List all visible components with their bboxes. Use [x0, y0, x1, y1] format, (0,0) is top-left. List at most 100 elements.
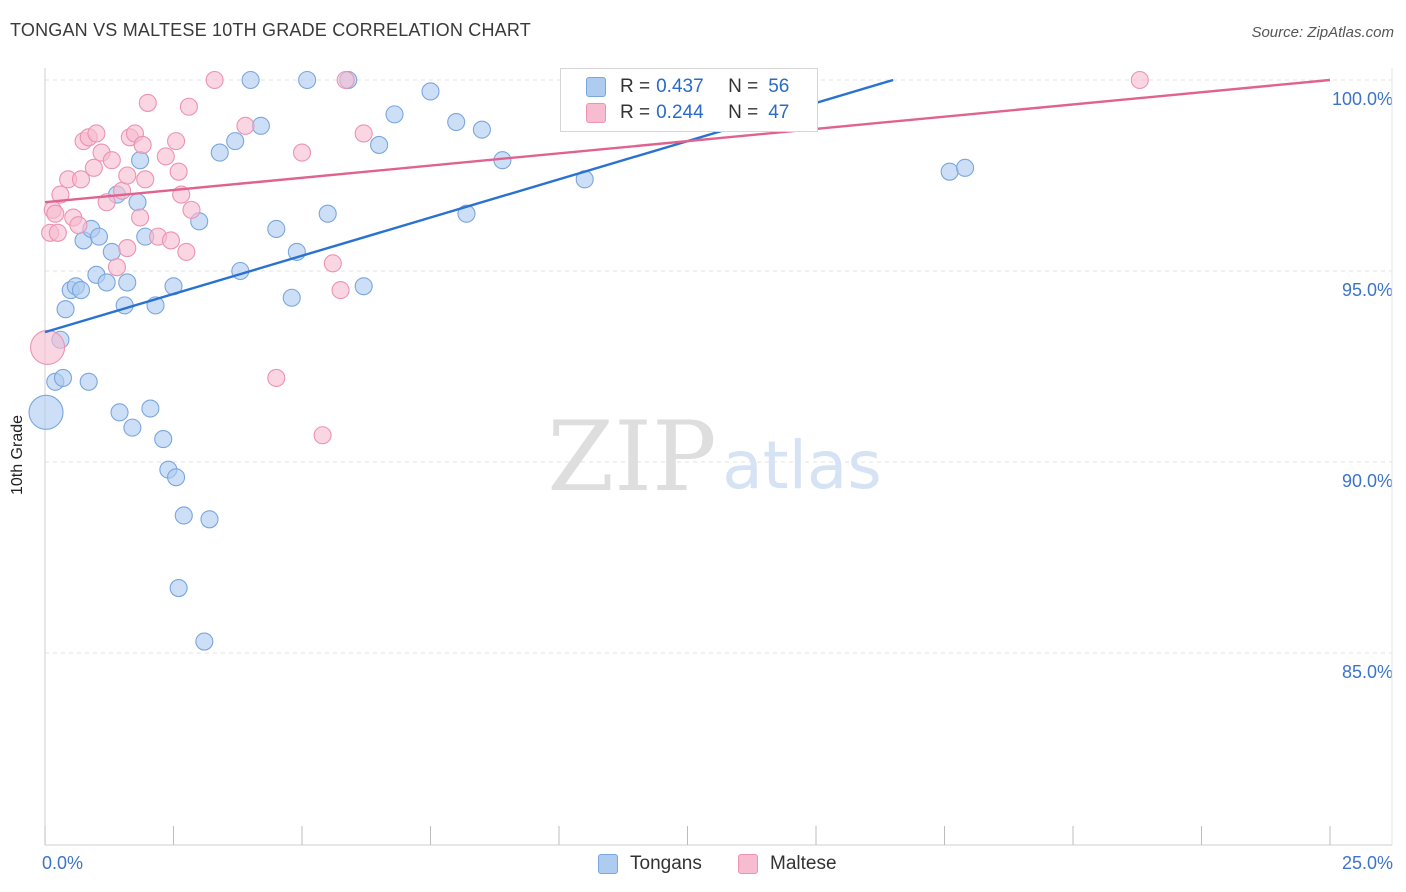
maltese-point-14	[97, 193, 116, 212]
tongans-point-3	[56, 300, 75, 319]
tongans-point-22	[210, 143, 229, 162]
tongans-n-label: N =	[728, 76, 759, 97]
tongans-point-30	[298, 70, 317, 90]
maltese-point-30	[169, 162, 188, 181]
watermark-atlas: atlas	[722, 427, 882, 504]
tongans-point-27	[267, 219, 286, 239]
source-credit: Source: ZipAtlas.com	[1251, 24, 1394, 41]
maltese-point-15	[102, 151, 121, 170]
maltese-point-40	[323, 254, 342, 273]
maltese-point-28	[161, 231, 180, 250]
stats-legend: R = 0.437 N = 56 R = 0.244 N = 47	[560, 68, 818, 132]
tongans-point-37	[110, 403, 129, 422]
x-tick-label-min: 0.0%	[42, 853, 83, 873]
maltese-point-22	[131, 208, 150, 227]
tongans-legend-swatch	[598, 854, 618, 874]
y-tick-label-100: 100.0%	[1332, 89, 1393, 109]
maltese-point-12	[87, 124, 106, 143]
maltese-point-23	[133, 135, 152, 154]
maltese-r-label: R =	[620, 102, 651, 123]
maltese-point-25	[138, 93, 157, 112]
tongans-point-38	[123, 418, 142, 437]
maltese-point-42	[336, 70, 355, 90]
tongans-point-40	[154, 430, 173, 449]
maltese-point-33	[179, 97, 198, 116]
tongans-point-34	[370, 135, 389, 154]
tongans-point-42	[167, 468, 186, 487]
maltese-point-19	[118, 239, 137, 258]
maltese-n-value: 47	[768, 102, 790, 123]
tongans-point-26	[251, 116, 270, 135]
maltese-point-43	[354, 124, 373, 143]
tongans-point-11	[97, 273, 116, 292]
chart-title: TONGAN VS MALTESE 10TH GRADE CORRELATION…	[10, 20, 531, 40]
bottom-legend-tongans[interactable]: Tongans	[598, 852, 702, 876]
tongans-point-10	[89, 227, 109, 246]
maltese-point-41	[331, 281, 350, 300]
tongans-point-43	[174, 506, 193, 525]
tongans-point-46	[195, 632, 214, 651]
maltese-n-label: N =	[728, 102, 759, 123]
y-tick-label-95: 95.0%	[1342, 280, 1393, 300]
maltese-point-27	[156, 147, 175, 166]
tongans-n-value: 56	[768, 76, 790, 97]
tongans-point-55	[28, 394, 64, 430]
maltese-point-38	[292, 143, 312, 162]
tongans-point-17	[131, 151, 150, 170]
tongans-swatch	[586, 77, 606, 97]
maltese-point-44	[1130, 70, 1149, 90]
tongans-point-39	[141, 399, 160, 418]
maltese-point-39	[313, 426, 332, 445]
x-tick-label-max: 25.0%	[1342, 853, 1393, 873]
maltese-legend-label: Maltese	[770, 853, 837, 874]
tongans-r-value: 0.437	[656, 76, 704, 97]
tongans-point-2	[53, 368, 73, 388]
tongans-point-36	[79, 372, 98, 391]
maltese-legend-swatch	[738, 854, 758, 874]
maltese-swatch	[586, 103, 606, 123]
maltese-point-32	[177, 242, 196, 261]
maltese-point-34	[182, 200, 201, 219]
tongans-point-49	[457, 204, 476, 223]
y-tick-label-85: 85.0%	[1342, 662, 1393, 682]
axis-layer: 100.0% 95.0% 90.0% 85.0% 0.0% 25.0%	[42, 68, 1393, 873]
watermark-zip: ZIP	[547, 401, 716, 513]
tongans-point-33	[354, 277, 373, 296]
y-tick-label-90: 90.0%	[1342, 471, 1393, 491]
tongans-point-45	[169, 579, 188, 598]
maltese-r-value: 0.244	[656, 102, 704, 123]
tongans-point-6	[71, 281, 91, 300]
tongans-point-12	[102, 242, 121, 261]
tongans-point-54	[956, 158, 975, 177]
maltese-point-0	[30, 329, 66, 365]
maltese-point-18	[118, 166, 137, 185]
tongans-point-44	[200, 510, 219, 529]
tongans-r-label: R =	[620, 76, 651, 97]
tongans-point-31	[318, 204, 337, 223]
maltese-point-16	[107, 258, 127, 277]
maltese-point-24	[136, 170, 155, 189]
tongans-point-16	[128, 193, 147, 212]
bottom-legend-maltese[interactable]: Maltese	[738, 852, 837, 876]
tongans-point-35	[385, 105, 404, 124]
maltese-point-7	[69, 216, 88, 235]
maltese-point-46	[46, 204, 65, 223]
y-axis-label: 10th Grade	[9, 414, 26, 496]
maltese-point-11	[84, 158, 103, 177]
maltese-point-36	[236, 116, 255, 135]
legend-row-maltese: R = 0.244 N = 47	[586, 101, 789, 125]
tongans-point-25	[241, 70, 260, 90]
tongans-point-50	[472, 120, 491, 139]
legend-row-tongans: R = 0.437 N = 56	[586, 75, 789, 99]
maltese-point-17	[113, 181, 132, 200]
grid-layer	[45, 79, 1392, 654]
maltese-point-4	[51, 185, 70, 204]
points-layer	[28, 70, 1149, 651]
maltese-trend-line	[44, 78, 1331, 204]
tongans-point-15	[118, 273, 137, 292]
tongans-point-53	[940, 162, 959, 181]
maltese-point-35	[205, 70, 224, 90]
tongans-legend-label: Tongans	[630, 853, 702, 874]
maltese-point-8	[71, 170, 91, 189]
